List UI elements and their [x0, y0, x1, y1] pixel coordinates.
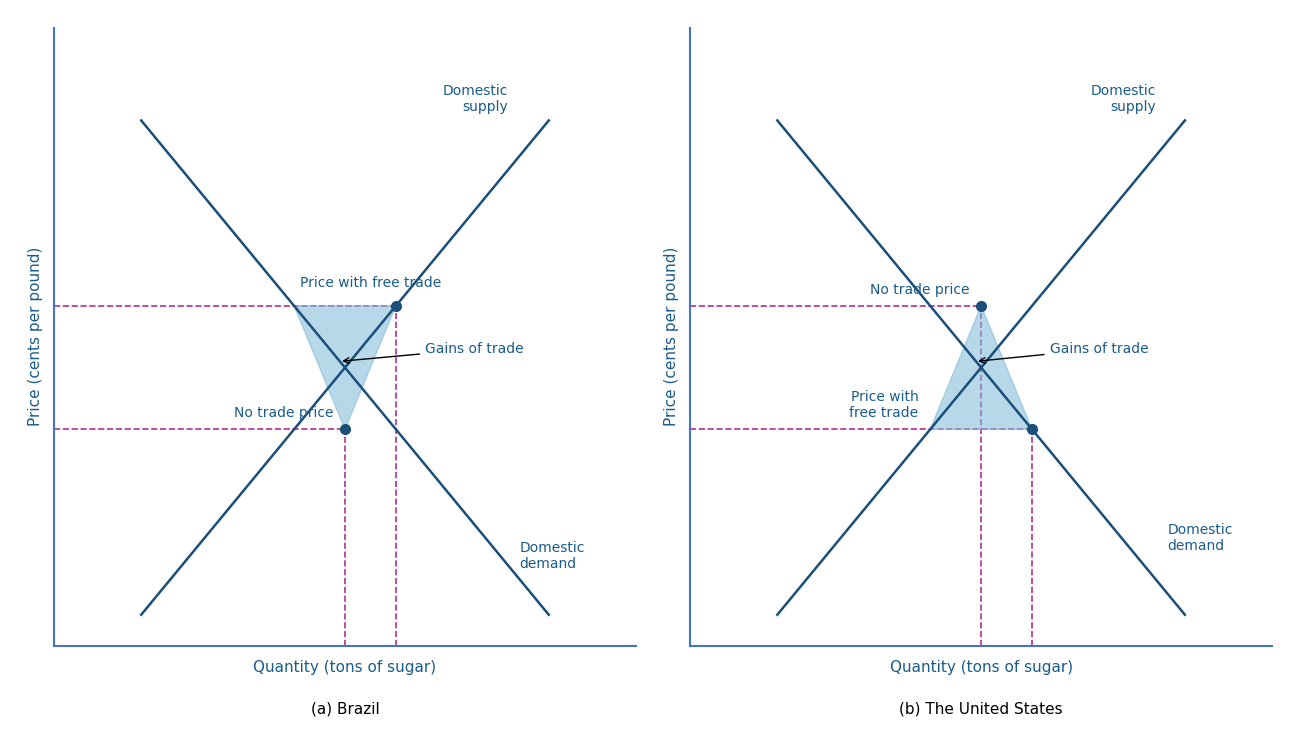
Text: Domestic
demand: Domestic demand: [1167, 522, 1232, 553]
Text: Domestic
supply: Domestic supply: [442, 84, 508, 115]
Y-axis label: Price (cents per pound): Price (cents per pound): [664, 247, 679, 426]
Polygon shape: [294, 306, 396, 429]
Text: (b) The United States: (b) The United States: [900, 701, 1063, 717]
Text: No trade price: No trade price: [870, 282, 970, 296]
Text: Domestic
supply: Domestic supply: [1091, 84, 1156, 115]
Text: Domestic
demand: Domestic demand: [520, 541, 585, 571]
Text: Gains of trade: Gains of trade: [343, 342, 524, 364]
Polygon shape: [931, 306, 1032, 429]
Text: (a) Brazil: (a) Brazil: [311, 701, 380, 717]
Y-axis label: Price (cents per pound): Price (cents per pound): [27, 247, 43, 426]
Text: Price with
free trade: Price with free trade: [849, 390, 919, 420]
Text: Price with free trade: Price with free trade: [300, 276, 441, 290]
X-axis label: Quantity (tons of sugar): Quantity (tons of sugar): [889, 659, 1072, 675]
Text: No trade price: No trade price: [234, 406, 333, 420]
Text: Gains of trade: Gains of trade: [980, 342, 1148, 363]
X-axis label: Quantity (tons of sugar): Quantity (tons of sugar): [254, 659, 437, 675]
